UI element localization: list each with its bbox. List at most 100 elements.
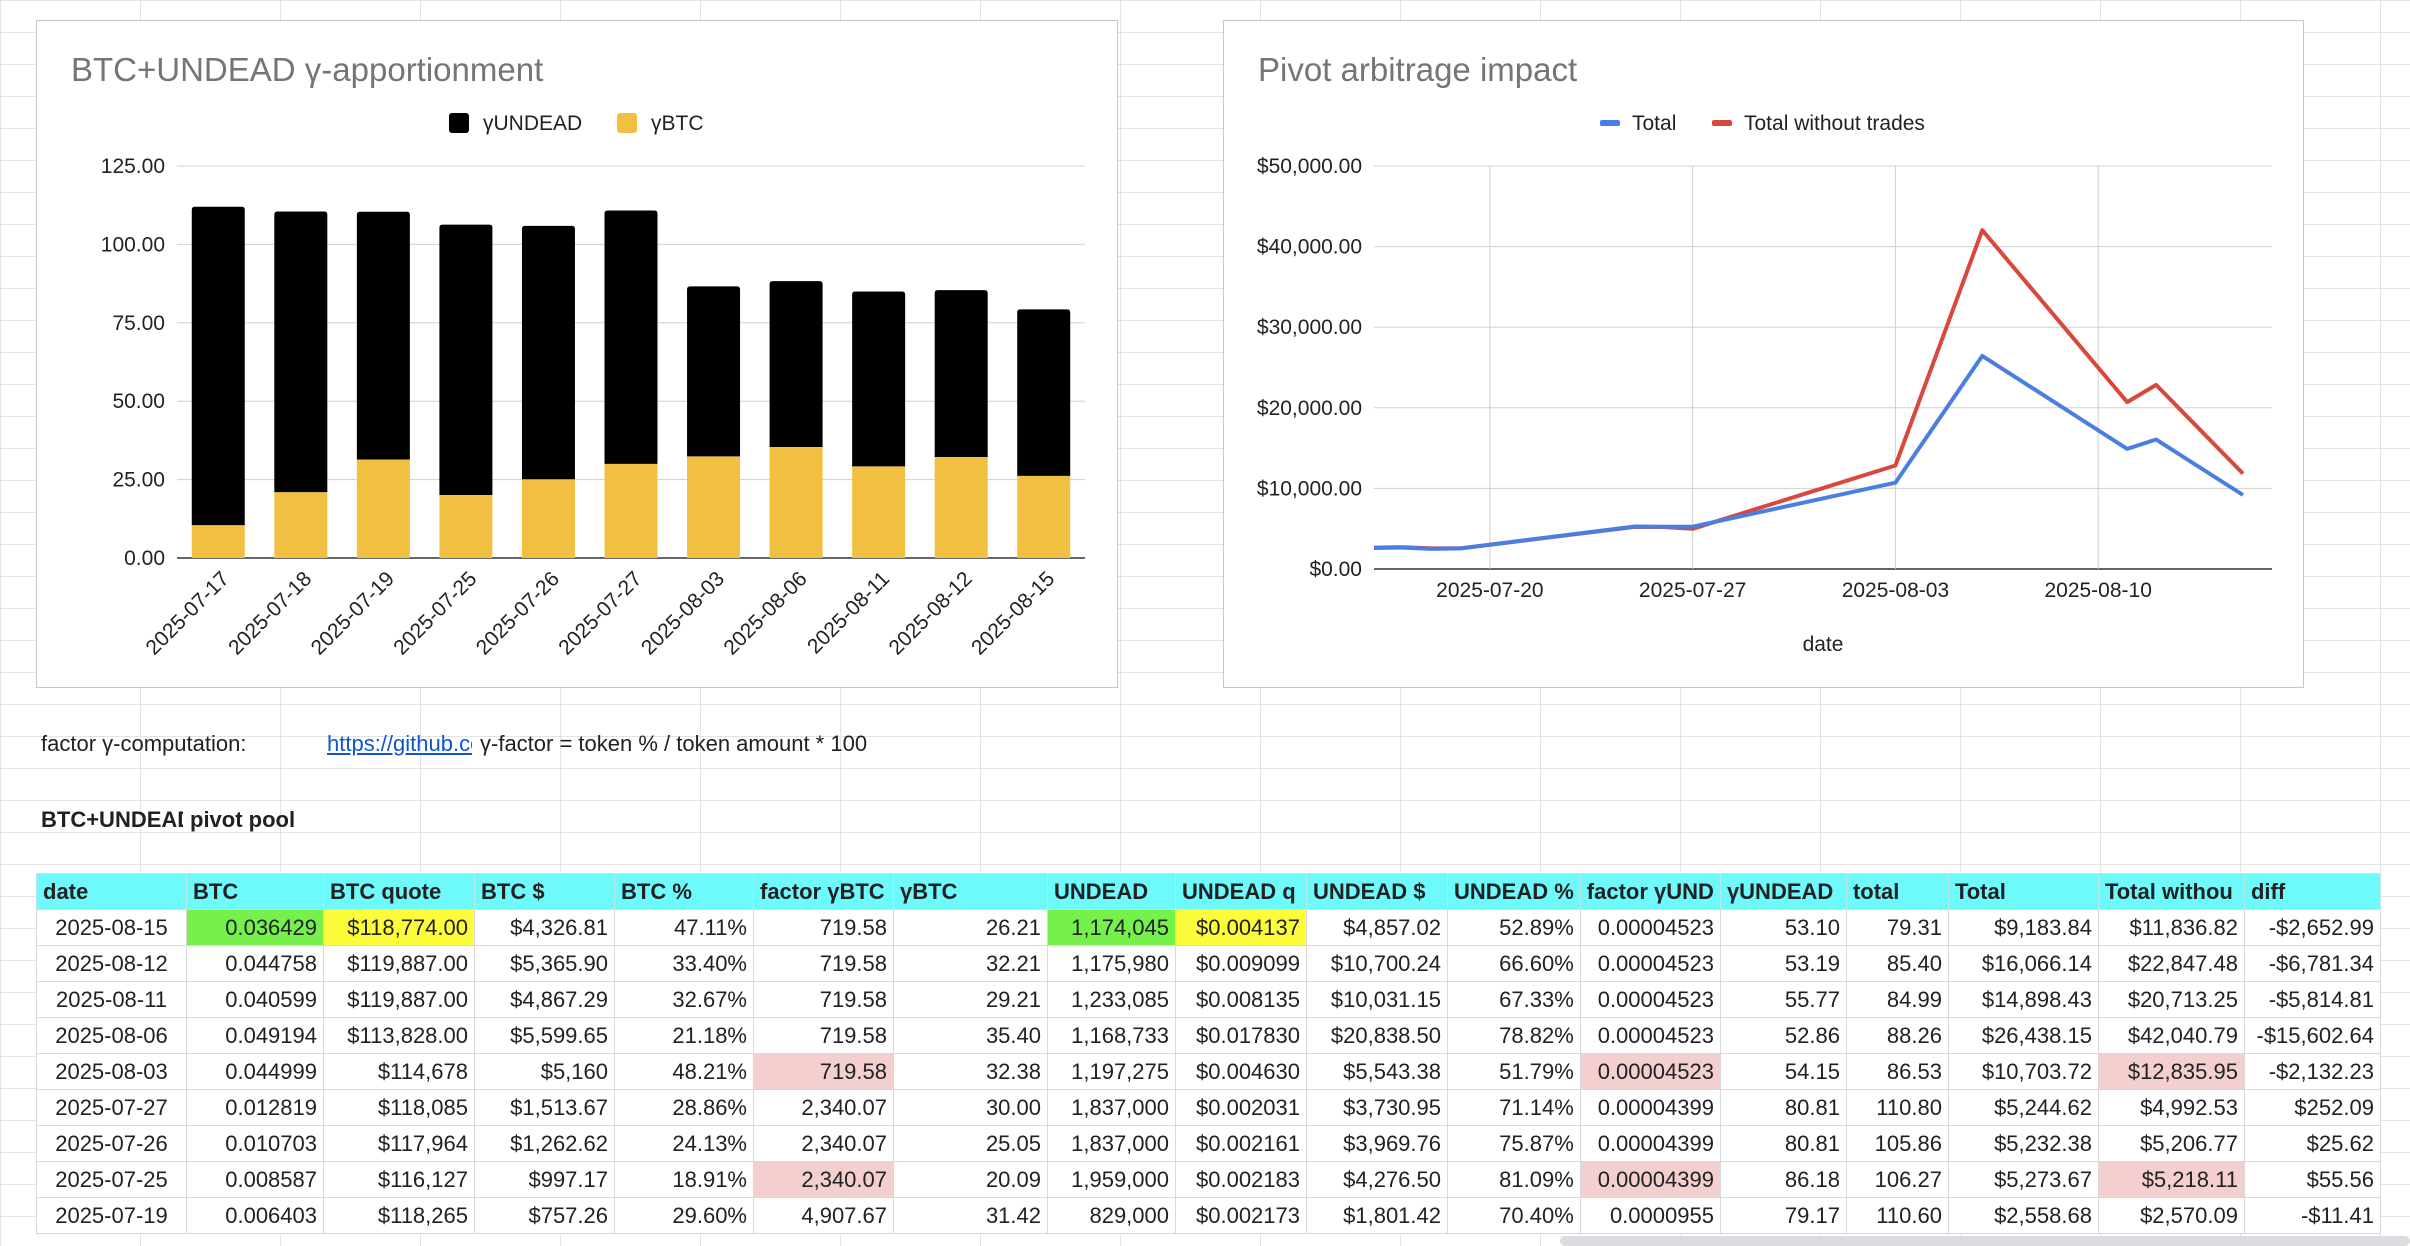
column-header[interactable]: Total withou [2097, 873, 2245, 910]
table-cell[interactable]: $4,326.81 [474, 909, 615, 946]
table-cell[interactable]: $55.56 [2243, 1161, 2381, 1198]
table-cell[interactable]: 31.42 [893, 1197, 1048, 1234]
column-header[interactable]: γUNDEAD [1719, 873, 1847, 910]
table-cell[interactable]: 47.11% [614, 909, 754, 946]
table-cell[interactable]: $0.004137 [1175, 909, 1307, 946]
table-cell[interactable]: 0.0000955 [1579, 1197, 1721, 1234]
table-cell[interactable]: $5,206.77 [2097, 1125, 2245, 1162]
table-cell[interactable]: $9,183.84 [1947, 909, 2099, 946]
column-header[interactable]: date [36, 873, 187, 910]
table-cell[interactable]: 85.40 [1845, 945, 1949, 982]
table-cell[interactable]: $5,160 [474, 1053, 615, 1090]
table-cell[interactable]: 829,000 [1047, 1197, 1176, 1234]
table-cell[interactable]: -$2,652.99 [2243, 909, 2381, 946]
table-cell[interactable]: 18.91% [614, 1161, 754, 1198]
table-cell[interactable]: $252.09 [2243, 1089, 2381, 1126]
table-cell[interactable]: $5,232.38 [1947, 1125, 2099, 1162]
table-cell[interactable]: $118,774.00 [323, 909, 475, 946]
table-cell[interactable]: $1,513.67 [474, 1089, 615, 1126]
table-cell[interactable]: $118,085 [323, 1089, 475, 1126]
table-cell[interactable]: 84.99 [1845, 981, 1949, 1018]
table-cell[interactable]: 2025-08-15 [36, 909, 187, 946]
table-cell[interactable]: 52.89% [1447, 909, 1581, 946]
table-cell[interactable]: 1,168,733 [1047, 1017, 1176, 1054]
column-header[interactable]: BTC $ [474, 873, 615, 910]
table-cell[interactable]: 86.53 [1845, 1053, 1949, 1090]
table-cell[interactable]: $118,265 [323, 1197, 475, 1234]
table-cell[interactable]: 0.00004523 [1579, 909, 1721, 946]
table-cell[interactable]: -$15,602.64 [2243, 1017, 2381, 1054]
table-cell[interactable]: 79.31 [1845, 909, 1949, 946]
table-cell[interactable]: $2,570.09 [2097, 1197, 2245, 1234]
pivot-arbitrage-chart[interactable]: Pivot arbitrage impact Total Total withou… [1223, 20, 2304, 688]
table-cell[interactable]: $5,543.38 [1306, 1053, 1448, 1090]
table-cell[interactable]: $26,438.15 [1947, 1017, 2099, 1054]
table-cell[interactable]: $5,218.11 [2097, 1161, 2245, 1198]
table-cell[interactable]: 1,959,000 [1047, 1161, 1176, 1198]
table-cell[interactable]: 78.82% [1447, 1017, 1581, 1054]
table-cell[interactable]: 105.86 [1845, 1125, 1949, 1162]
table-cell[interactable]: $10,031.15 [1306, 981, 1448, 1018]
table-cell[interactable]: 110.60 [1845, 1197, 1949, 1234]
table-cell[interactable]: 0.00004399 [1579, 1089, 1721, 1126]
table-cell[interactable]: 106.27 [1845, 1161, 1949, 1198]
table-cell[interactable]: $20,713.25 [2097, 981, 2245, 1018]
table-cell[interactable]: 66.60% [1447, 945, 1581, 982]
table-cell[interactable]: $0.008135 [1175, 981, 1307, 1018]
table-cell[interactable]: 1,837,000 [1047, 1125, 1176, 1162]
table-cell[interactable]: $14,898.43 [1947, 981, 2099, 1018]
table-cell[interactable]: 32.67% [614, 981, 754, 1018]
table-cell[interactable]: $4,857.02 [1306, 909, 1448, 946]
table-cell[interactable]: 67.33% [1447, 981, 1581, 1018]
table-cell[interactable]: $0.002161 [1175, 1125, 1307, 1162]
table-cell[interactable]: $0.017830 [1175, 1017, 1307, 1054]
table-cell[interactable]: 51.79% [1447, 1053, 1581, 1090]
table-cell[interactable]: $0.009099 [1175, 945, 1307, 982]
table-cell[interactable]: $113,828.00 [323, 1017, 475, 1054]
table-cell[interactable]: $119,887.00 [323, 981, 475, 1018]
table-cell[interactable]: 52.86 [1719, 1017, 1847, 1054]
table-cell[interactable]: $5,244.62 [1947, 1089, 2099, 1126]
table-cell[interactable]: 26.21 [893, 909, 1048, 946]
table-cell[interactable]: 0.044758 [186, 945, 324, 982]
table-cell[interactable]: 719.58 [753, 1017, 894, 1054]
table-cell[interactable]: 0.00004399 [1579, 1161, 1721, 1198]
table-cell[interactable]: 2025-07-26 [36, 1125, 187, 1162]
table-cell[interactable]: $22,847.48 [2097, 945, 2245, 982]
table-cell[interactable]: $116,127 [323, 1161, 475, 1198]
table-cell[interactable]: 2025-07-27 [36, 1089, 187, 1126]
table-cell[interactable]: 719.58 [753, 909, 894, 946]
table-cell[interactable]: 0.00004523 [1579, 1017, 1721, 1054]
table-cell[interactable]: 28.86% [614, 1089, 754, 1126]
table-cell[interactable]: $997.17 [474, 1161, 615, 1198]
table-cell[interactable]: -$6,781.34 [2243, 945, 2381, 982]
table-cell[interactable]: 2025-08-11 [36, 981, 187, 1018]
table-cell[interactable]: 81.09% [1447, 1161, 1581, 1198]
table-cell[interactable]: 55.77 [1719, 981, 1847, 1018]
table-cell[interactable]: 25.05 [893, 1125, 1048, 1162]
table-cell[interactable]: 0.00004399 [1579, 1125, 1721, 1162]
table-cell[interactable]: -$2,132.23 [2243, 1053, 2381, 1090]
table-cell[interactable]: $3,969.76 [1306, 1125, 1448, 1162]
table-cell[interactable]: 75.87% [1447, 1125, 1581, 1162]
table-cell[interactable]: $20,838.50 [1306, 1017, 1448, 1054]
table-cell[interactable]: $12,835.95 [2097, 1053, 2245, 1090]
table-cell[interactable]: 20.09 [893, 1161, 1048, 1198]
table-cell[interactable]: 1,233,085 [1047, 981, 1176, 1018]
table-cell[interactable]: 80.81 [1719, 1089, 1847, 1126]
table-cell[interactable]: 2,340.07 [753, 1161, 894, 1198]
column-header[interactable]: Total [1947, 873, 2099, 910]
table-cell[interactable]: 1,197,275 [1047, 1053, 1176, 1090]
column-header[interactable]: UNDEAD $ [1306, 873, 1448, 910]
table-cell[interactable]: 48.21% [614, 1053, 754, 1090]
column-header[interactable]: BTC [186, 873, 324, 910]
table-cell[interactable]: 0.040599 [186, 981, 324, 1018]
table-cell[interactable]: 0.006403 [186, 1197, 324, 1234]
table-cell[interactable]: 719.58 [753, 945, 894, 982]
table-cell[interactable]: 0.036429 [186, 909, 324, 946]
table-cell[interactable]: 2025-08-12 [36, 945, 187, 982]
table-cell[interactable]: 719.58 [753, 981, 894, 1018]
table-cell[interactable]: 29.21 [893, 981, 1048, 1018]
table-cell[interactable]: 53.10 [1719, 909, 1847, 946]
table-cell[interactable]: 70.40% [1447, 1197, 1581, 1234]
